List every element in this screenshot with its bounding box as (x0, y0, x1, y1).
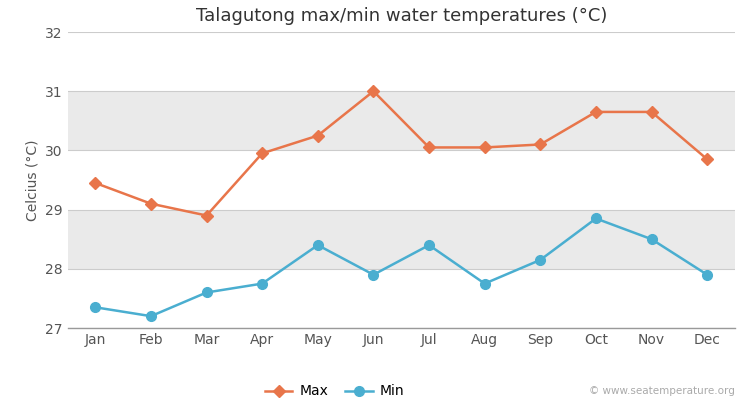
Max (592, 110, 601, 114)
Min (258, 281, 267, 286)
Min (480, 281, 489, 286)
Min (592, 216, 601, 221)
Min (146, 314, 155, 318)
Min (424, 243, 433, 248)
Max (369, 89, 378, 94)
Line: Max: Max (92, 87, 711, 220)
Min (91, 305, 100, 310)
Max (536, 142, 544, 147)
Max (146, 201, 155, 206)
Max (703, 157, 712, 162)
Bar (68, 269, 735, 328)
Max (424, 145, 433, 150)
Min (703, 272, 712, 277)
Min (647, 237, 656, 242)
Legend: Max, Min: Max, Min (260, 379, 410, 400)
Max (480, 145, 489, 150)
Text: © www.seatemperature.org: © www.seatemperature.org (590, 386, 735, 396)
Max (202, 213, 211, 218)
Y-axis label: Celcius (°C): Celcius (°C) (26, 139, 40, 221)
Max (91, 180, 100, 185)
Line: Min: Min (91, 214, 712, 321)
Bar (68, 150, 735, 210)
Bar (68, 210, 735, 269)
Max (647, 110, 656, 114)
Min (369, 272, 378, 277)
Max (314, 133, 322, 138)
Title: Talagutong max/min water temperatures (°C): Talagutong max/min water temperatures (°… (196, 7, 607, 25)
Min (202, 290, 211, 295)
Min (536, 258, 544, 262)
Max (258, 151, 267, 156)
Bar (68, 32, 735, 91)
Bar (68, 91, 735, 150)
Min (314, 243, 322, 248)
